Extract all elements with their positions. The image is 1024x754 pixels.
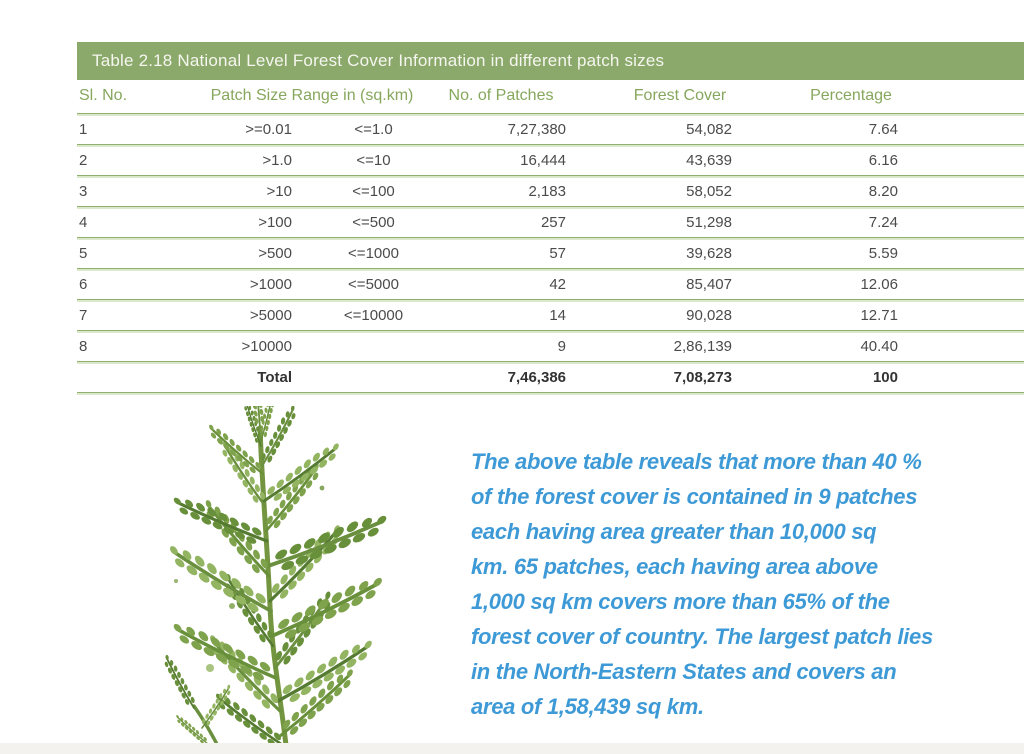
cell-cover: 43,639 [686, 152, 732, 169]
header-sl-no: Sl. No. [79, 87, 128, 104]
cell-range-min: >1.0 [262, 152, 292, 169]
cell-sl: 4 [79, 214, 88, 231]
total-pct: 100 [872, 369, 898, 386]
table-title-bar: Table 2.18 National Level Forest Cover I… [77, 42, 1024, 80]
row-divider [77, 144, 1024, 147]
table-row: 6 >1000 <=5000 42 85,407 12.06 [77, 271, 1024, 299]
cell-cover: 85,407 [686, 276, 732, 293]
header-forest-cover: Forest Cover [633, 87, 727, 104]
cell-cover: 2,86,139 [673, 338, 732, 355]
cell-cover: 54,082 [686, 121, 732, 138]
cell-cover: 58,052 [686, 183, 732, 200]
row-divider [77, 299, 1024, 302]
row-divider [77, 268, 1024, 271]
cell-pct: 5.59 [868, 245, 898, 262]
cell-patches: 42 [549, 276, 566, 293]
cell-cover: 90,028 [686, 307, 732, 324]
cell-patches: 57 [549, 245, 566, 262]
table-row: 4 >100 <=500 257 51,298 7.24 [77, 209, 1024, 237]
cell-patches: 14 [549, 307, 566, 324]
table-title: Table 2.18 National Level Forest Cover I… [92, 51, 665, 70]
table-row: 8 >10000 9 2,86,139 40.40 [77, 333, 1024, 361]
cell-patches: 257 [540, 214, 566, 231]
cell-range-max: <=5000 [348, 276, 399, 293]
cell-pct: 6.16 [868, 152, 898, 169]
cell-pct: 12.06 [860, 276, 898, 293]
table-row: 1 >=0.01 <=1.0 7,27,380 54,082 7.64 [77, 116, 1024, 144]
header-percentage: Percentage [810, 87, 892, 104]
cell-sl: 1 [79, 121, 88, 138]
forest-cover-table: Sl. No. Patch Size Range in (sq.km) No. … [77, 80, 1024, 395]
table-row: 7 >5000 <=10000 14 90,028 12.71 [77, 302, 1024, 330]
cell-sl: 8 [79, 338, 88, 355]
table-row: 3 >10 <=100 2,183 58,052 8.20 [77, 178, 1024, 206]
row-divider [77, 361, 1024, 364]
cell-patches: 9 [557, 338, 566, 355]
cell-range-max: <=10 [356, 152, 391, 169]
page-bottom-edge [0, 743, 1024, 754]
note-line: in the North-Eastern States and covers a… [471, 659, 897, 684]
table-bottom-border [77, 392, 1024, 395]
cell-range-max: <=10000 [343, 307, 404, 324]
note-line: forest cover of country. The largest pat… [471, 624, 933, 649]
cell-patches: 7,27,380 [507, 121, 566, 138]
total-patches: 7,46,386 [507, 369, 566, 386]
note-line: of the forest cover is contained in 9 pa… [471, 484, 918, 509]
cell-sl: 2 [79, 152, 88, 169]
header-no-of-patches: No. of Patches [448, 87, 554, 104]
header-patch-size: Patch Size Range in (sq.km) [210, 87, 414, 104]
cell-range-min: >100 [258, 214, 292, 231]
cell-range-max: <=1000 [348, 245, 399, 262]
cell-range-max: <=100 [352, 183, 395, 200]
row-divider [77, 237, 1024, 240]
cell-range-min: >10000 [241, 338, 292, 355]
cell-range-max: <=1.0 [354, 121, 393, 138]
cell-cover: 51,298 [686, 214, 732, 231]
cell-range-min: >1000 [249, 276, 292, 293]
cell-range-min: >10 [266, 183, 292, 200]
cell-range-min: >=0.01 [245, 121, 292, 138]
cell-sl: 7 [79, 307, 88, 324]
table-row: 2 >1.0 <=10 16,444 43,639 6.16 [77, 147, 1024, 175]
note-line: area of 1,58,439 sq km. [471, 694, 704, 719]
cell-pct: 12.71 [860, 307, 898, 324]
note-paragraph: The above table reveals that more than 4… [471, 444, 971, 724]
fern-illustration [152, 406, 396, 754]
note-line: The above table reveals that more than 4… [471, 449, 922, 474]
row-divider [77, 113, 1024, 116]
note-line: 1,000 sq km covers more than 65% of the [471, 589, 890, 614]
cell-patches: 16,444 [520, 152, 566, 169]
table-row: 5 >500 <=1000 57 39,628 5.59 [77, 240, 1024, 268]
cell-patches: 2,183 [528, 183, 566, 200]
table-total-row: Total 7,46,386 7,08,273 100 [77, 364, 1024, 392]
note-line: km. 65 patches, each having area above [471, 554, 878, 579]
total-cover: 7,08,273 [673, 369, 732, 386]
cell-sl: 6 [79, 276, 88, 293]
total-label: Total [257, 369, 292, 386]
cell-range-max: <=500 [352, 214, 395, 231]
table-header-row: Sl. No. Patch Size Range in (sq.km) No. … [77, 80, 1024, 113]
cell-range-min: >5000 [249, 307, 292, 324]
cell-range-max [292, 333, 455, 361]
row-divider [77, 175, 1024, 178]
note-line: each having area greater than 10,000 sq [471, 519, 877, 544]
cell-pct: 8.20 [868, 183, 898, 200]
cell-pct: 7.24 [868, 214, 898, 231]
cell-pct: 7.64 [868, 121, 898, 138]
row-divider [77, 206, 1024, 209]
cell-sl: 5 [79, 245, 88, 262]
row-divider [77, 330, 1024, 333]
cell-sl: 3 [79, 183, 88, 200]
cell-cover: 39,628 [686, 245, 732, 262]
cell-pct: 40.40 [860, 338, 898, 355]
cell-range-min: >500 [258, 245, 292, 262]
